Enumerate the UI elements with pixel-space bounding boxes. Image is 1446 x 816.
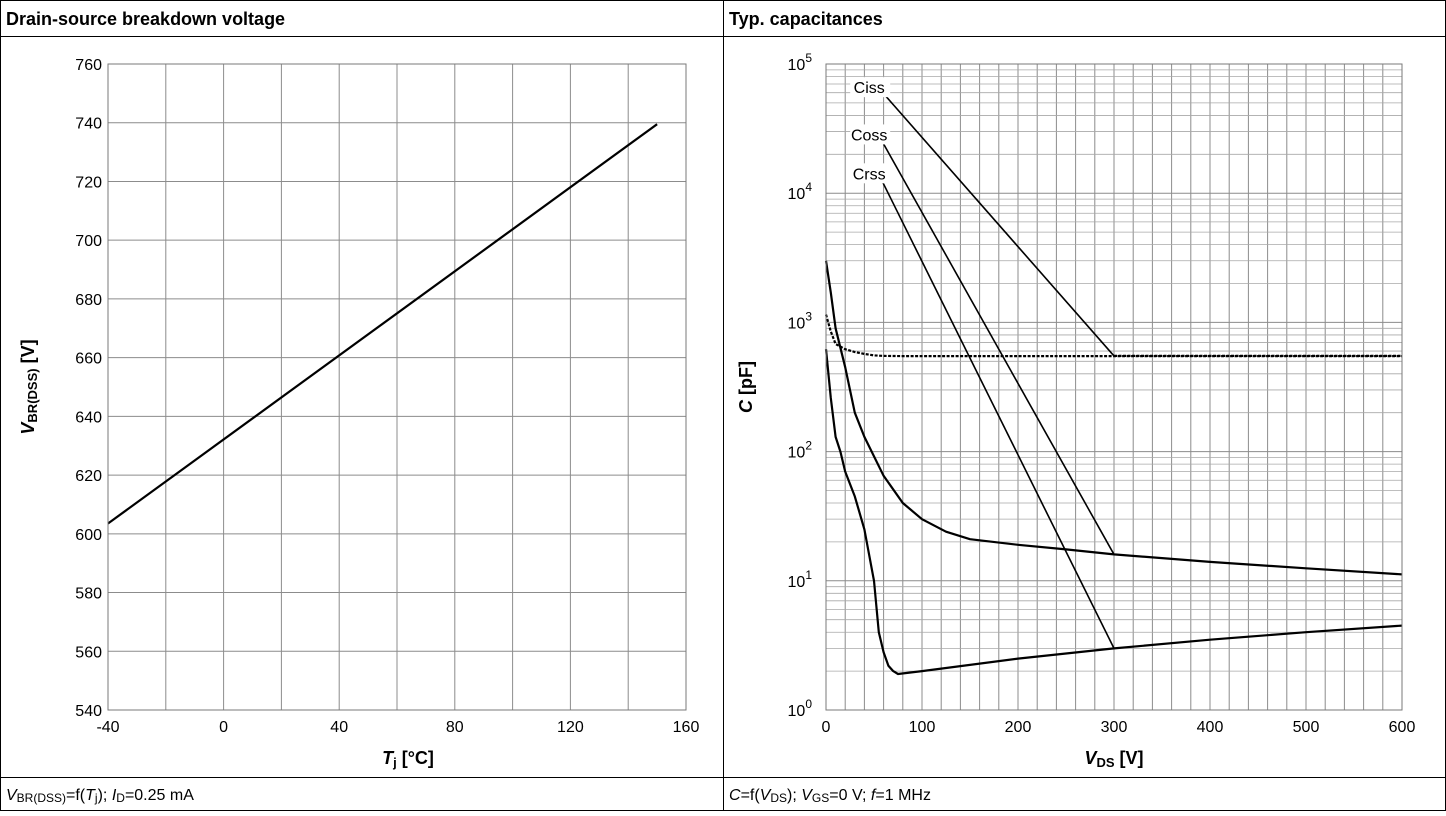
- left-x-tick-label: 0: [219, 719, 228, 736]
- right-plot-tick-labels: 100 101 102 103 104 105 0 100 200 300 400 500 600: [788, 51, 1416, 736]
- left-plot-tick-labels: 540 560 580 600 620 640 660 680 700 720 740 760 -40 0…: [75, 57, 699, 736]
- right-y-tick-label: 100: [788, 697, 813, 720]
- left-x-tick-label: 120: [557, 719, 584, 736]
- left-y-tick-label: 660: [75, 351, 102, 368]
- right-plot-area: [825, 63, 1403, 711]
- left-y-tick-label: 640: [75, 409, 102, 426]
- left-y-tick-label: 760: [75, 57, 102, 74]
- left-x-tick-label: 160: [673, 719, 700, 736]
- right-series-coss: [824, 260, 1403, 576]
- right-annotation-label: Crss: [853, 166, 886, 183]
- right-x-tick-label: 500: [1293, 719, 1320, 736]
- left-y-tick-label: 740: [75, 116, 102, 133]
- right-x-tick-label: 200: [1005, 719, 1032, 736]
- left-y-tick-label: 560: [75, 644, 102, 661]
- right-x-tick-label: 100: [909, 719, 936, 736]
- left-y-axis-label: VBR(DSS) [V]: [18, 339, 40, 434]
- right-plot-series: Ciss Coss Crss: [824, 77, 1403, 676]
- right-x-tick-label: 600: [1389, 719, 1416, 736]
- left-y-tick-label: 620: [75, 468, 102, 485]
- left-series-line: [107, 123, 658, 525]
- left-plot-grid: [107, 63, 687, 711]
- right-x-tick-label: 0: [822, 719, 831, 736]
- right-y-tick-label: 103: [788, 309, 813, 332]
- left-x-tick-label: 40: [330, 719, 348, 736]
- right-annotation-label: Coss: [851, 127, 887, 144]
- left-panel-footer: VBR(DSS)=f(Tj); ID=0.25 mA: [6, 787, 194, 805]
- right-plot-grid: [825, 64, 1403, 711]
- right-y-tick-label: 104: [788, 180, 813, 203]
- right-y-axis-label: C [pF]: [736, 361, 756, 413]
- left-x-axis-label: Tj [°C]: [382, 748, 434, 770]
- left-x-tick-label: 80: [446, 719, 464, 736]
- right-panel-footer: C=f(VDS); VGS=0 V; f=1 MHz: [729, 787, 931, 805]
- left-plot-series: [107, 123, 658, 525]
- right-y-tick-label: 101: [788, 568, 813, 591]
- right-annotation-bg: [850, 163, 891, 184]
- left-plot-area: [107, 63, 687, 711]
- right-x-tick-label: 300: [1101, 719, 1128, 736]
- left-y-tick-label: 720: [75, 174, 102, 191]
- right-annotation-bg: [850, 77, 891, 98]
- right-series-crss: [824, 349, 1403, 676]
- right-label-leader-line: [878, 135, 1115, 555]
- right-panel-title: Typ. capacitances: [729, 9, 883, 29]
- left-y-tick-label: 700: [75, 233, 102, 250]
- right-annotation-label: Ciss: [854, 80, 885, 97]
- left-panel-title: Drain-source breakdown voltage: [6, 9, 285, 29]
- right-label-leader-line: [878, 173, 1115, 649]
- left-y-tick-label: 580: [75, 586, 102, 603]
- right-label-leader-line: [878, 87, 1115, 357]
- right-y-tick-label: 102: [788, 439, 813, 462]
- left-y-tick-label: 600: [75, 527, 102, 544]
- left-y-tick-label: 540: [75, 703, 102, 720]
- left-y-tick-label: 680: [75, 292, 102, 309]
- right-x-axis-label: VDS [V]: [1084, 748, 1143, 770]
- right-y-tick-label: 105: [788, 51, 813, 74]
- left-x-tick-label: -40: [96, 719, 119, 736]
- right-annotation-bg: [850, 124, 891, 145]
- right-x-tick-label: 400: [1197, 719, 1224, 736]
